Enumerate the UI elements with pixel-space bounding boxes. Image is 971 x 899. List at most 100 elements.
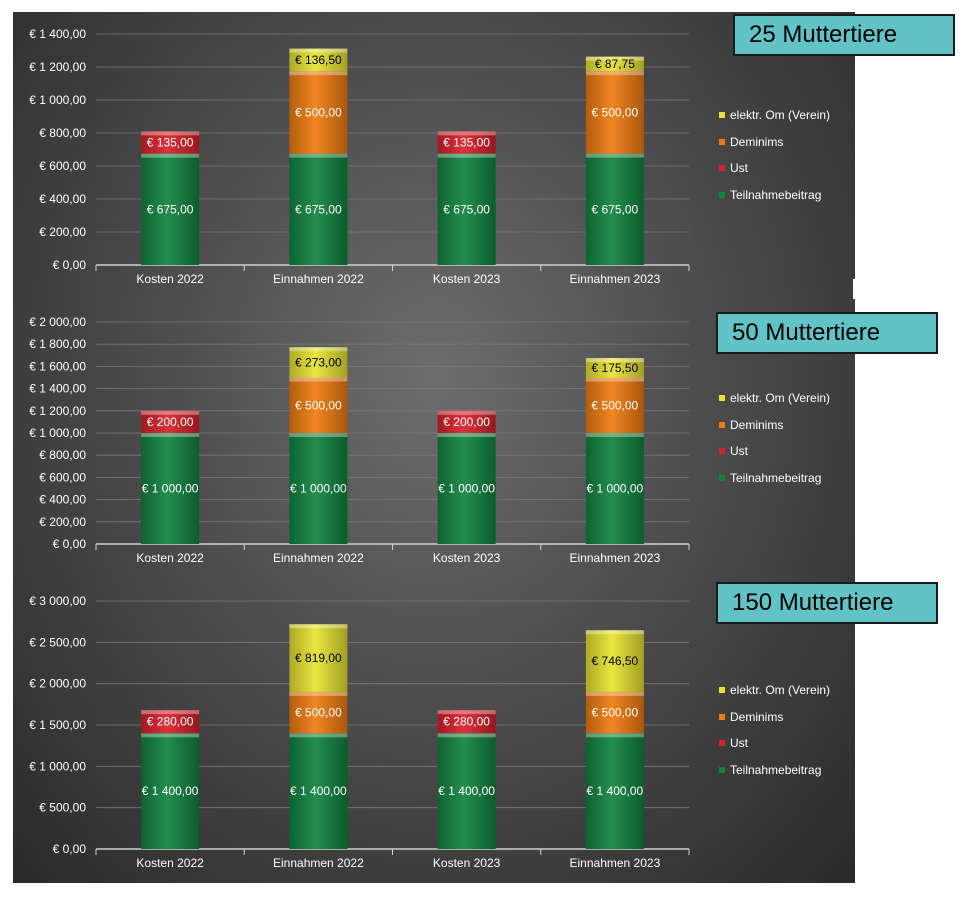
x-tick-label: Einnahmen 2023: [570, 551, 661, 565]
bar-segment: [289, 624, 348, 692]
bar-segment: [585, 433, 644, 544]
y-tick-label: € 800,00: [39, 448, 86, 462]
bar-segment-highlight: [437, 131, 496, 136]
bar-segment: [141, 710, 200, 734]
y-tick-label: € 0,00: [53, 842, 87, 856]
x-tick-label: Einnahmen 2022: [273, 272, 364, 286]
bar-segment-highlight: [141, 153, 200, 158]
legend-swatch: [719, 740, 725, 747]
bar-segment: [585, 56, 644, 72]
legend-item: Ust: [719, 155, 830, 182]
bar-segment: [141, 433, 200, 544]
data-label: € 1 400,00: [438, 784, 495, 798]
data-label: € 819,00: [295, 651, 342, 665]
legend-label: Teilnahmebeitrag: [730, 187, 822, 202]
legend-swatch: [719, 191, 725, 198]
legend-item: Teilnahmebeitrag: [719, 757, 830, 784]
bar-segment-highlight: [289, 624, 348, 629]
data-label: € 500,00: [592, 398, 639, 412]
legend-swatch: [719, 687, 725, 694]
legend-swatch: [719, 138, 725, 145]
y-tick-label: € 200,00: [39, 225, 86, 239]
chart-title: 150 Muttertiere: [716, 582, 938, 624]
legend-label: Deminims: [730, 709, 784, 724]
data-label: € 675,00: [592, 202, 639, 216]
bar-segment-highlight: [289, 153, 348, 158]
data-label: € 500,00: [295, 706, 342, 720]
legend-item: Teilnahmebeitrag: [719, 182, 830, 209]
data-label: € 273,00: [295, 355, 342, 369]
bar-segment-highlight: [585, 56, 644, 61]
bar-segment-highlight: [141, 433, 200, 437]
legend-label: elektr. Om (Verein): [730, 683, 831, 698]
bar-segment-highlight: [141, 410, 200, 415]
bar-segment: [289, 153, 348, 265]
legend-label: Ust: [730, 444, 748, 459]
bar-segment-highlight: [585, 733, 644, 738]
legend-swatch: [719, 448, 725, 455]
legend-swatch: [719, 165, 725, 172]
bar-segment-highlight: [585, 377, 644, 382]
x-tick-label: Kosten 2023: [433, 272, 501, 286]
data-label: € 500,00: [295, 398, 342, 412]
data-label: € 746,50: [592, 654, 639, 668]
legend-item: Deminims: [719, 129, 830, 156]
data-label: € 136,50: [295, 53, 342, 67]
bar-segment-highlight: [141, 710, 200, 715]
legend-label: elektr. Om (Verein): [730, 108, 831, 123]
bar-segment-highlight: [437, 410, 496, 415]
bar-segment-highlight: [289, 691, 348, 696]
y-tick-label: € 500,00: [39, 801, 86, 815]
bar-segment: [141, 153, 200, 265]
legend-swatch: [719, 474, 725, 481]
y-tick-label: € 1 400,00: [29, 382, 86, 396]
chart-2: € 0,00 € 200,00 € 400,00 € 600,00 € 800,00 € …: [29, 315, 690, 565]
y-tick-label: € 1 400,00: [29, 27, 86, 41]
legend-label: Ust: [730, 161, 748, 176]
y-tick-label: € 1 000,00: [29, 426, 86, 440]
legend-swatch: [719, 421, 725, 428]
data-label: € 1 400,00: [587, 784, 644, 798]
legend-swatch: [719, 713, 725, 720]
y-tick-label: € 2 000,00: [29, 677, 86, 691]
data-label: € 175,50: [592, 361, 639, 375]
legend-label: Ust: [730, 736, 748, 751]
data-label: € 200,00: [443, 415, 490, 429]
legend-swatch: [719, 395, 725, 402]
bar-segment: [289, 347, 348, 378]
bar-segment: [437, 153, 496, 265]
legend-item: Ust: [719, 730, 830, 757]
legend-item: Deminims: [719, 412, 830, 439]
data-label: € 280,00: [147, 715, 194, 729]
y-tick-label: € 1 200,00: [29, 404, 86, 418]
legend-label: Teilnahmebeitrag: [730, 470, 822, 485]
bar-segment: [585, 358, 644, 378]
legend-label: Deminims: [730, 417, 784, 432]
x-tick-label: Einnahmen 2022: [273, 856, 364, 870]
y-tick-label: € 1 000,00: [29, 759, 86, 773]
bar-segment: [585, 71, 644, 154]
bar-segment-highlight: [289, 377, 348, 382]
data-label: € 1 400,00: [142, 784, 199, 798]
y-tick-label: € 1 500,00: [29, 718, 86, 732]
bar-segment: [141, 131, 200, 154]
chart-title: 50 Muttertiere: [716, 312, 938, 354]
bar-segment: [437, 131, 496, 154]
y-tick-label: € 200,00: [39, 515, 86, 529]
data-label: € 280,00: [443, 715, 490, 729]
bar-segment-highlight: [437, 733, 496, 738]
y-tick-label: € 600,00: [39, 159, 86, 173]
data-label: € 500,00: [295, 105, 342, 119]
data-label: € 1 000,00: [438, 482, 495, 496]
bar-segment: [585, 630, 644, 692]
data-label: € 1 000,00: [587, 482, 644, 496]
y-tick-label: € 2 500,00: [29, 635, 86, 649]
legend-item: elektr. Om (Verein): [719, 102, 830, 129]
y-tick-label: € 1 600,00: [29, 359, 86, 373]
bar-segment-highlight: [585, 153, 644, 158]
legend-swatch: [719, 112, 725, 119]
bar-segment: [585, 733, 644, 849]
bar-segment-highlight: [141, 733, 200, 738]
data-label: € 675,00: [443, 202, 490, 216]
